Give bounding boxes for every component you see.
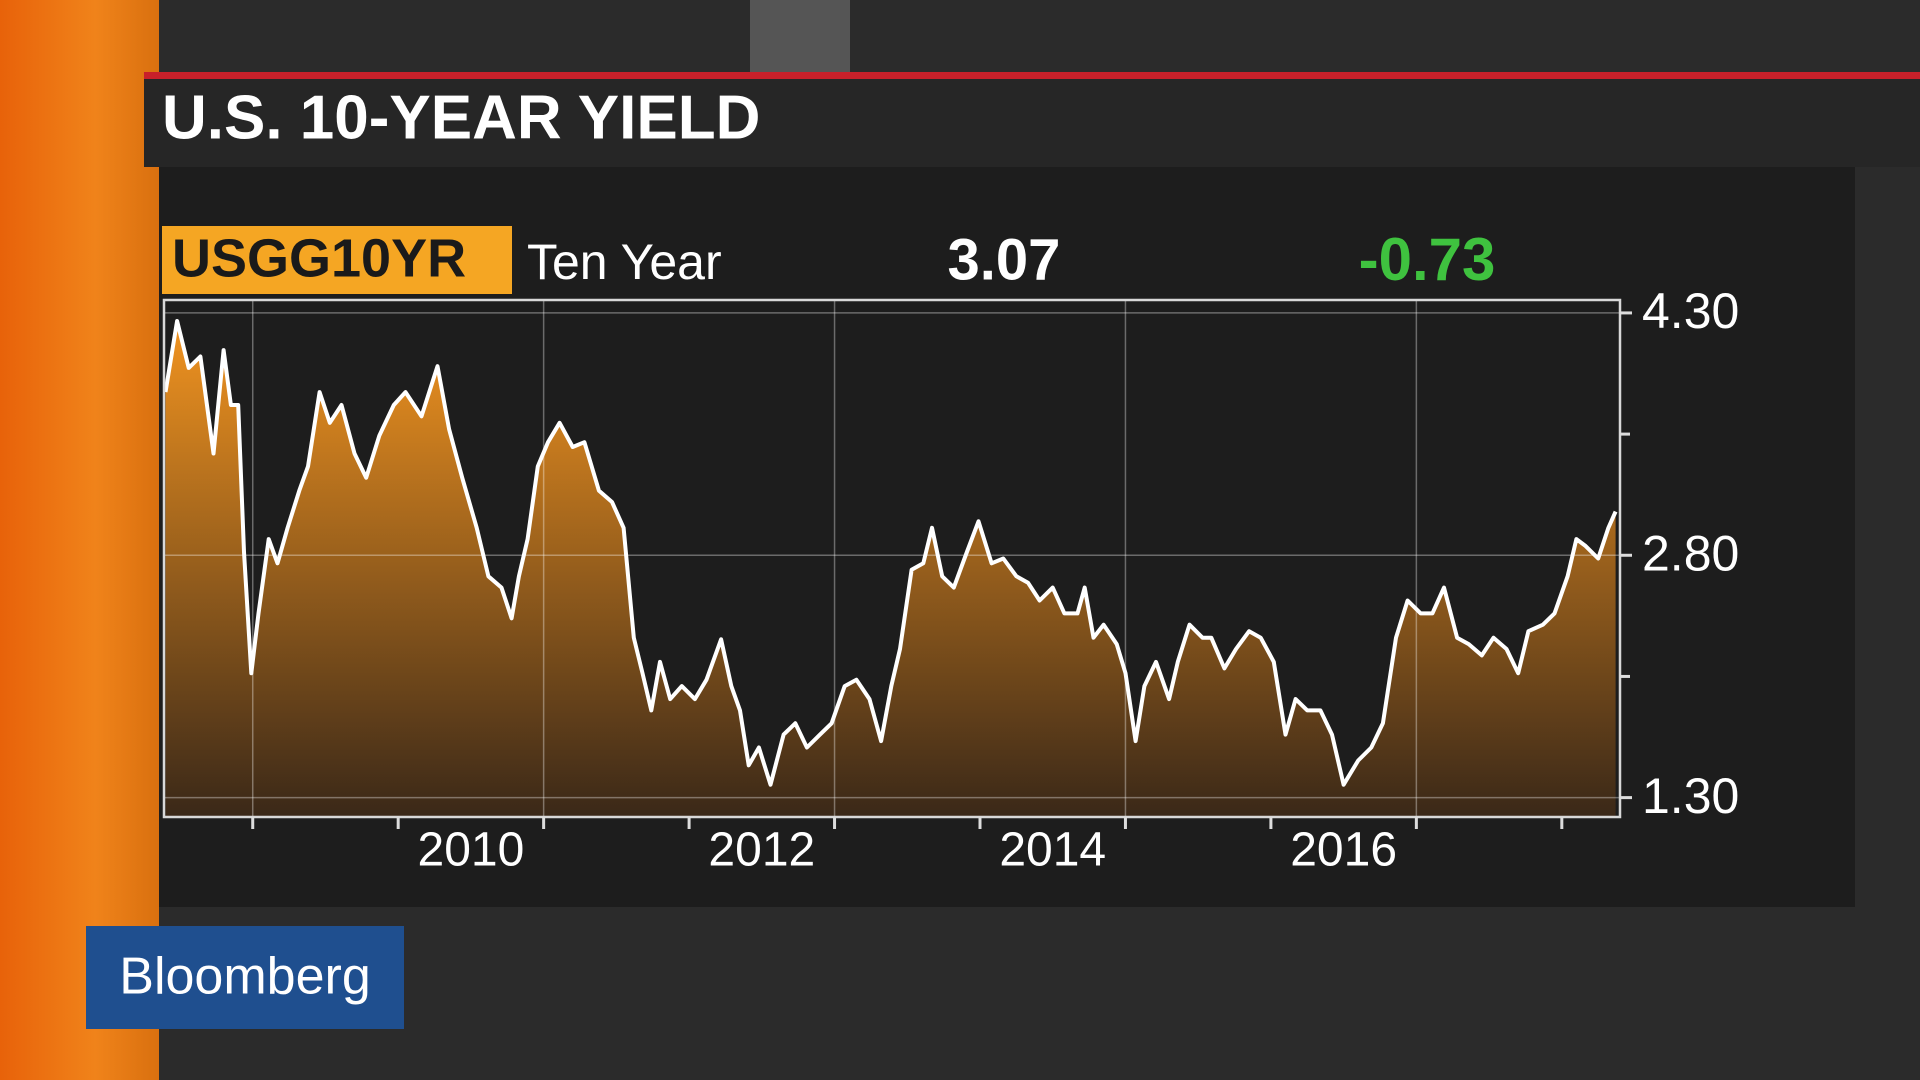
ticker-box <box>162 226 512 294</box>
header-bar <box>144 72 1920 167</box>
series-name: Ten Year <box>527 234 722 290</box>
chart-title: U.S. 10-YEAR YIELD <box>162 83 760 152</box>
plot-frame <box>162 298 1622 819</box>
bg-panel <box>750 0 850 72</box>
orange-strip <box>0 0 159 1080</box>
line <box>163 319 1618 787</box>
y-tick-label: 1.30 <box>1642 768 1739 824</box>
y-tick-label: 4.30 <box>1642 283 1739 339</box>
x-tick-label: 2016 <box>1290 824 1397 877</box>
last-value: 3.07 <box>948 227 1061 292</box>
y-tick-label: 2.80 <box>1642 525 1739 581</box>
ticker: USGG10YR <box>172 228 466 288</box>
logo-box <box>86 926 404 1029</box>
logo: Bloomberg <box>119 948 370 1006</box>
x-tick-label: 2012 <box>708 824 815 877</box>
change-value: -0.73 <box>1359 226 1496 293</box>
area <box>165 321 1616 817</box>
x-tick-label: 2010 <box>418 824 525 877</box>
x-tick-label: 2014 <box>999 824 1106 877</box>
red-rule <box>144 72 1920 79</box>
